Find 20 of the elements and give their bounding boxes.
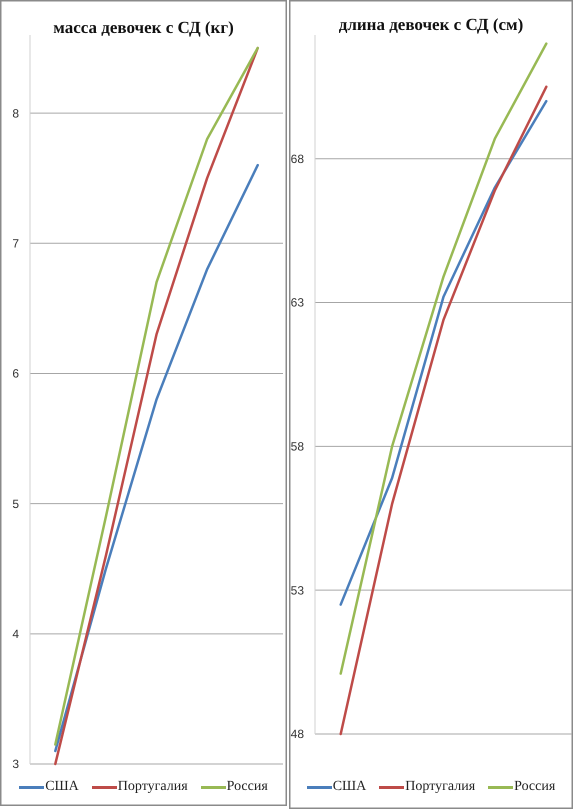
y-tick-label: 63	[290, 296, 304, 310]
y-tick-label: 7	[12, 236, 20, 250]
legend-label: США	[45, 778, 79, 796]
y-tick-label: 4	[12, 627, 20, 642]
legend-label: Португалия	[118, 778, 188, 796]
chart-title: длина девочек с СД (см)	[338, 15, 524, 34]
y-tick-label: 58	[290, 440, 304, 454]
legend-label: Россия	[514, 778, 556, 796]
legend-label: Россия	[226, 778, 268, 796]
chart-title: масса девочек с СД (кг)	[53, 18, 234, 37]
y-tick-label: 6	[12, 366, 20, 381]
y-tick-label: 68	[290, 152, 304, 166]
y-tick-label: 8	[12, 106, 20, 120]
legend-label: США	[332, 778, 366, 796]
legend-label: Португалия	[405, 778, 476, 796]
y-tick-label: 48	[290, 727, 304, 742]
y-tick-label: 3	[12, 757, 20, 772]
line-series	[339, 100, 548, 606]
y-tick-label: 5	[12, 496, 20, 511]
y-tick-label: 53	[290, 583, 304, 598]
